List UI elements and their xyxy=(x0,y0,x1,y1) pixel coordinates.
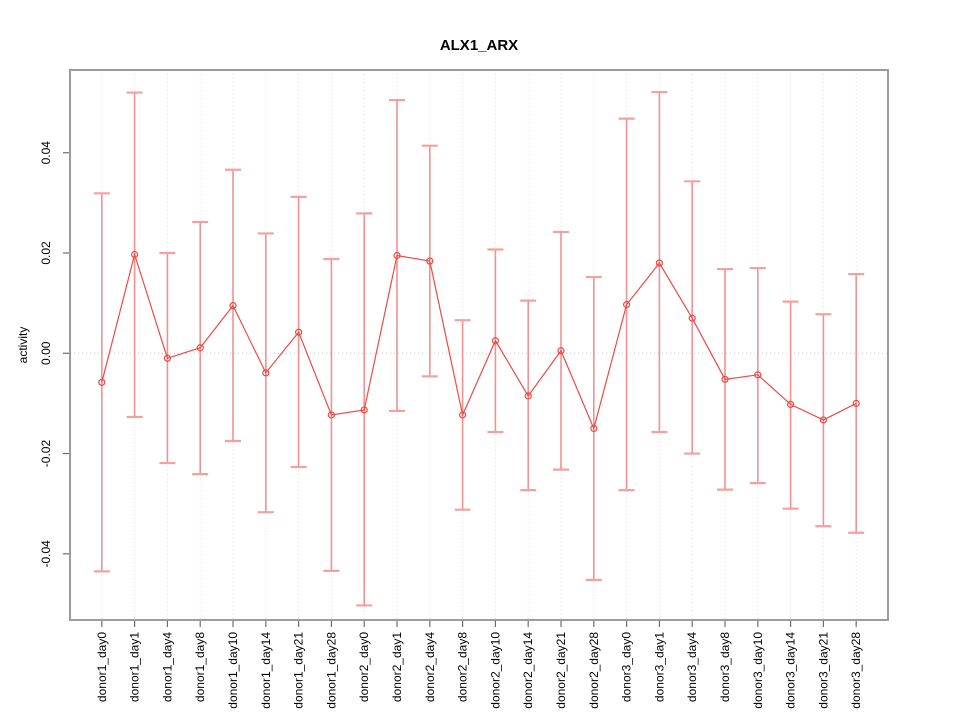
x-tick-label: donor2_day0 xyxy=(357,632,371,702)
x-tick-label: donor1_day1 xyxy=(128,632,142,702)
y-tick-label: 0.02 xyxy=(39,241,53,265)
x-tick-label: donor2_day8 xyxy=(456,632,470,702)
data-point-marker xyxy=(655,259,663,267)
y-tick-label: -0.02 xyxy=(39,440,53,468)
plot-area: -0.04 -0.02 0.00 0.02 0.04 donor1_day0 donor1_… xyxy=(39,70,888,709)
data-point-marker xyxy=(131,250,139,259)
data-point-marker xyxy=(229,302,237,310)
data-point-marker xyxy=(754,371,762,379)
data-point-marker xyxy=(459,411,467,419)
x-tick-label: donor3_day28 xyxy=(849,632,863,709)
x-tick-label: donor3_day10 xyxy=(751,632,765,709)
plot-box xyxy=(69,69,889,621)
x-tick-label: donor1_day10 xyxy=(226,632,240,709)
y-axis-title: activity xyxy=(16,327,30,364)
x-tick-label: donor1_day0 xyxy=(95,632,109,702)
data-point-marker xyxy=(786,400,795,409)
data-point-marker xyxy=(163,354,172,362)
x-tick-label: donor2_day10 xyxy=(488,632,502,709)
data-point-marker xyxy=(98,378,106,386)
x-tick-label: donor1_day14 xyxy=(259,632,273,709)
data-point-marker xyxy=(852,399,860,408)
x-tick-label: donor2_day4 xyxy=(423,632,437,702)
data-point-marker xyxy=(721,375,729,383)
data-point-marker xyxy=(557,347,565,355)
x-tick-label: donor3_day8 xyxy=(718,632,732,702)
data-point-marker xyxy=(524,392,532,400)
x-tick-label: donor3_day4 xyxy=(685,632,699,702)
data-point-marker xyxy=(426,257,434,265)
data-point-marker xyxy=(622,301,631,309)
y-tick-label: -0.04 xyxy=(39,540,53,568)
x-tick-label: donor1_day21 xyxy=(292,632,306,709)
data-point-marker xyxy=(196,344,204,352)
x-tick-label: donor2_day1 xyxy=(390,632,404,702)
series-line xyxy=(101,252,857,431)
y-tick-label: 0.04 xyxy=(39,141,53,165)
x-tick-label: donor1_day8 xyxy=(193,632,207,702)
y-tick-label: 0.00 xyxy=(39,341,53,365)
x-tick-label: donor3_day0 xyxy=(620,632,634,702)
data-point-marker xyxy=(327,411,336,419)
x-tick-label: donor2_day21 xyxy=(554,632,568,709)
data-point-marker xyxy=(262,369,270,377)
data-point-marker xyxy=(491,337,499,345)
data-point-marker xyxy=(360,406,368,414)
x-tick-label: donor3_day1 xyxy=(652,632,666,702)
data-point-marker xyxy=(393,251,401,260)
x-tick-label: donor2_day14 xyxy=(521,632,535,709)
data-point-marker xyxy=(819,416,827,424)
data-point-marker xyxy=(295,328,303,336)
data-point-marker xyxy=(688,314,696,322)
x-tick-label: donor1_day28 xyxy=(324,632,338,709)
x-tick-label: donor3_day14 xyxy=(784,632,798,709)
chart-title: ALX1_ARX xyxy=(440,37,518,54)
x-tick-label: donor2_day28 xyxy=(587,632,601,709)
data-point-marker xyxy=(590,424,598,433)
x-tick-label: donor1_day4 xyxy=(160,632,174,702)
x-tick-label: donor3_day21 xyxy=(816,632,830,709)
